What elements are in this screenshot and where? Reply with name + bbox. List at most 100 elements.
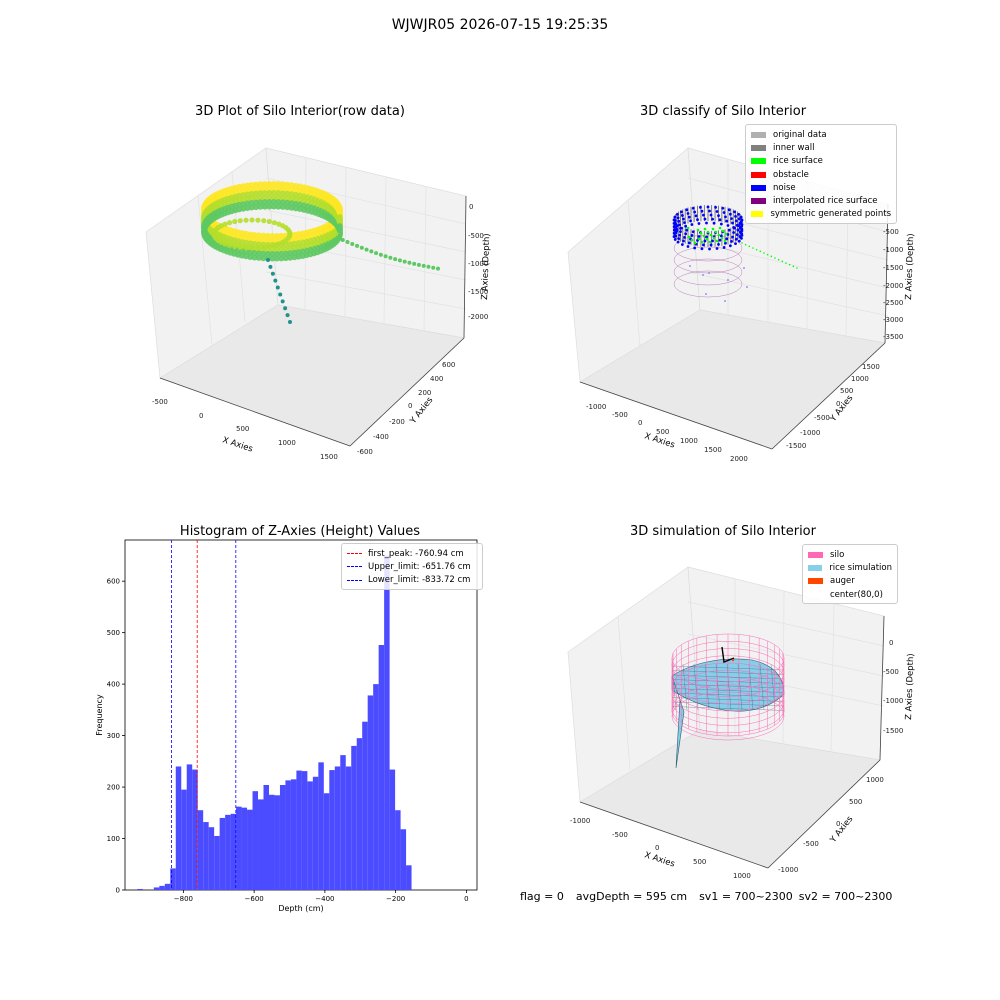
interpolated-ring [673, 258, 743, 286]
raw-data-point [280, 299, 285, 304]
raw-data-point [278, 232, 285, 239]
rice-surface-point [711, 227, 715, 231]
z-tick-label: -2500 [883, 299, 903, 307]
x-tick-label: −600 [245, 895, 264, 903]
x-tick-label: 0 [199, 412, 203, 420]
noise-point [686, 245, 690, 248]
noise-point [718, 238, 722, 242]
raw-data-point [255, 245, 261, 251]
noise-point [673, 232, 676, 236]
z-tick-label: -500 [468, 232, 484, 240]
raw-data-point [249, 245, 255, 251]
histogram-bar [164, 883, 171, 890]
noise-point [699, 205, 702, 209]
noise-point [672, 235, 676, 238]
noise-point [719, 222, 723, 226]
noise-point [687, 241, 691, 245]
legend-line-swatch [347, 566, 362, 568]
raw-data-point [378, 252, 383, 257]
histogram-bar [225, 814, 231, 890]
raw-data-point [232, 243, 238, 250]
raw-data-point [266, 243, 272, 250]
raw-data-point [284, 204, 291, 211]
noise-point [727, 208, 731, 212]
rice-surface-point [715, 239, 719, 243]
sv2-status: sv2 = 700~2300 [798, 890, 893, 903]
raw-data-point [336, 209, 343, 216]
noise-point [731, 221, 734, 225]
noise-point [691, 206, 695, 210]
raw-data-point [266, 258, 270, 262]
raw-data-point [287, 245, 294, 252]
raw-data-point [264, 232, 271, 239]
raw-data-point [287, 241, 294, 248]
noise-point [691, 230, 695, 234]
raw-data-point [359, 245, 364, 250]
raw-data-point [261, 244, 267, 250]
z-tick-label: -2000 [883, 282, 903, 290]
raw-data-point [273, 232, 280, 239]
raw-data-point [270, 203, 277, 210]
rice-surface-point [763, 252, 765, 254]
noise-point [673, 219, 677, 222]
histogram-bar [329, 770, 335, 890]
rice-mesh-line [715, 663, 721, 711]
raw-data-point [275, 185, 282, 192]
histogram-bar [181, 789, 187, 890]
x-tick-label: 1000 [733, 872, 751, 880]
rice-surface-point [796, 267, 798, 269]
histogram-bar [362, 721, 368, 890]
rice-surface-point [748, 245, 751, 248]
x-tick-label: 500 [656, 428, 669, 436]
raw-data-point [269, 232, 276, 239]
histogram-bar [175, 766, 182, 890]
y-tick-label: 500 [840, 387, 853, 395]
histogram-title: Histogram of Z-Axies (Height) Values [179, 524, 421, 539]
raw-data-point [264, 237, 271, 244]
rice-mesh-line [682, 663, 688, 711]
histogram-bar [290, 779, 297, 890]
raw-data-point [248, 204, 255, 211]
classify-z-axis-label: Z Axies (Depth) [904, 233, 916, 300]
y-tick-label: 600 [107, 578, 120, 586]
x-tick-label: 0 [464, 895, 468, 903]
histogram-bar [384, 555, 390, 890]
classify-plot-title: 3D classify of Silo Interior [639, 104, 807, 119]
rice-surface-point [702, 234, 706, 238]
rice-surface-point [777, 258, 780, 261]
noise-point [722, 211, 726, 214]
histogram-bar [268, 794, 275, 890]
simulation-y-axis-label: Y Axies [828, 814, 856, 846]
legend-swatch [808, 551, 823, 558]
raw-data-point [270, 190, 277, 197]
noise-point [703, 217, 707, 221]
noise-point [682, 239, 685, 243]
z-tick-label: -1500 [883, 264, 903, 272]
raw-3d-axis-lines [159, 195, 467, 447]
raw-data-point [421, 263, 426, 268]
histogram-bar [378, 645, 385, 890]
raw-data-point [257, 194, 264, 201]
noise-point [703, 239, 707, 243]
x-tick-label: -500 [152, 398, 168, 406]
raw-data-point [260, 250, 267, 257]
raw-data-point [412, 261, 417, 266]
legend-line-swatch [347, 553, 362, 555]
legend-entry: rice simulation [808, 561, 892, 574]
raw-data-point [253, 199, 260, 206]
noise-point [676, 240, 680, 244]
raw-data-point [431, 265, 436, 270]
z-tick-label: -1500 [468, 288, 488, 296]
raw-data-point [273, 255, 280, 262]
noise-point [739, 215, 743, 219]
raw-data-point [270, 185, 277, 192]
raw-data-point [284, 199, 291, 206]
noise-point [675, 212, 679, 216]
raw-x-tick-labels: -500 0 500 1000 1500 [152, 398, 338, 461]
rice-surface-point [717, 233, 721, 237]
y-tick-label: 100 [107, 835, 120, 843]
histogram-bar [137, 888, 143, 890]
noise-point [717, 214, 720, 218]
rice-surface-point [700, 240, 704, 244]
